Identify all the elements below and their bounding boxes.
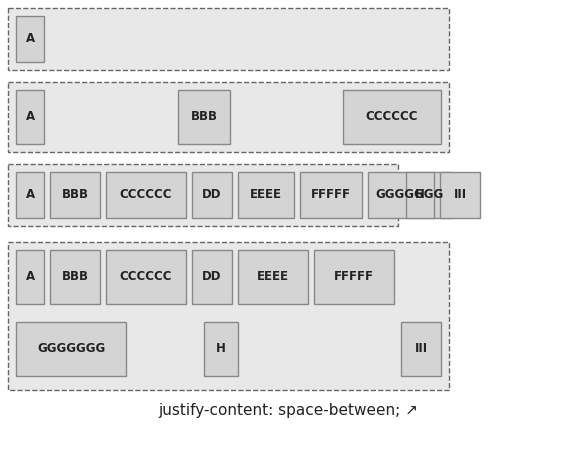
Bar [8,82,449,152]
Text: A: A [25,33,35,45]
Bar [16,16,44,62]
Bar [343,90,441,144]
Bar [406,172,434,218]
Text: EEEE: EEEE [257,270,289,284]
Bar [440,172,480,218]
Text: DD: DD [203,270,222,284]
Text: III: III [414,342,428,356]
Bar [106,250,186,304]
Bar [368,172,452,218]
Bar [50,172,100,218]
Bar [314,250,394,304]
Text: CCCCCC: CCCCCC [120,270,173,284]
Bar [192,172,232,218]
Bar [178,90,230,144]
Bar [50,250,100,304]
Bar [204,322,238,376]
Text: III: III [454,188,467,202]
Text: H: H [216,342,226,356]
Text: BBB: BBB [190,111,218,124]
Bar [238,250,308,304]
Text: FFFFF: FFFFF [311,188,351,202]
Text: H: H [415,188,425,202]
Bar [192,250,232,304]
Text: A: A [25,111,35,124]
Text: FFFFF: FFFFF [334,270,374,284]
Text: justify-content: space-between; ↗: justify-content: space-between; ↗ [158,403,418,418]
Bar [16,172,44,218]
Bar [238,172,294,218]
Text: DD: DD [203,188,222,202]
Text: EEEE: EEEE [250,188,282,202]
Text: GGGGGGG: GGGGGGG [376,188,444,202]
Text: CCCCCC: CCCCCC [120,188,173,202]
Bar [8,164,398,226]
Text: GGGGGGG: GGGGGGG [37,342,105,356]
Text: A: A [25,270,35,284]
Bar [8,8,449,70]
Bar [16,322,126,376]
Bar [401,322,441,376]
Bar [16,250,44,304]
Text: A: A [25,188,35,202]
Text: CCCCCC: CCCCCC [366,111,418,124]
Bar [8,242,449,390]
Text: BBB: BBB [62,270,88,284]
Bar [300,172,362,218]
Bar [16,90,44,144]
Bar [106,172,186,218]
Text: BBB: BBB [62,188,88,202]
